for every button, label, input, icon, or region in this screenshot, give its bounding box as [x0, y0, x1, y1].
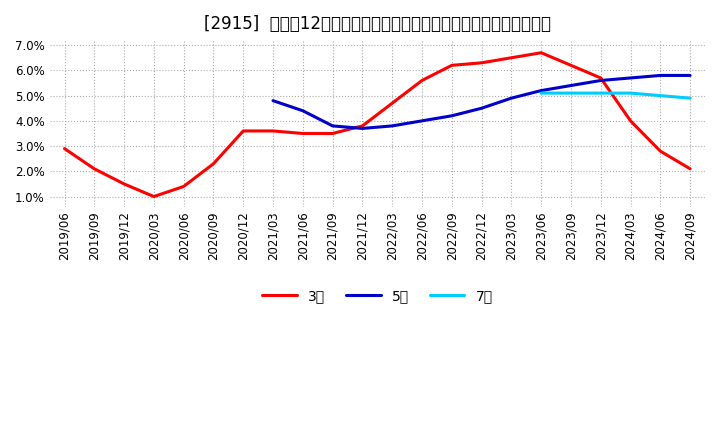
3年 — [418, 78, 426, 83]
5年 — [596, 78, 605, 83]
Line: 7年: 7年 — [541, 93, 690, 98]
Line: 3年: 3年 — [65, 53, 690, 197]
7年 — [567, 91, 575, 96]
5年 — [685, 73, 694, 78]
3年 — [656, 148, 665, 154]
5年 — [358, 126, 366, 131]
3年 — [209, 161, 217, 166]
5年 — [328, 123, 337, 128]
Legend: 3年, 5年, 7年: 3年, 5年, 7年 — [256, 283, 498, 308]
7年 — [626, 91, 635, 96]
3年 — [120, 181, 128, 187]
5年 — [567, 83, 575, 88]
3年 — [299, 131, 307, 136]
3年 — [150, 194, 158, 199]
7年 — [656, 93, 665, 98]
3年 — [388, 101, 397, 106]
3年 — [685, 166, 694, 172]
7年 — [537, 91, 546, 96]
5年 — [388, 123, 397, 128]
3年 — [537, 50, 546, 55]
5年 — [626, 75, 635, 81]
3年 — [269, 128, 277, 134]
Title: [2915]  売上高12か月移動合計の対前年同期増減率の標準偏差の推移: [2915] 売上高12か月移動合計の対前年同期増減率の標準偏差の推移 — [204, 15, 551, 33]
5年 — [299, 108, 307, 114]
3年 — [60, 146, 69, 151]
5年 — [418, 118, 426, 124]
5年 — [656, 73, 665, 78]
3年 — [358, 123, 366, 128]
5年 — [269, 98, 277, 103]
3年 — [90, 166, 99, 172]
3年 — [567, 63, 575, 68]
3年 — [239, 128, 248, 134]
3年 — [477, 60, 486, 66]
3年 — [626, 118, 635, 124]
7年 — [596, 91, 605, 96]
3年 — [447, 63, 456, 68]
5年 — [507, 95, 516, 101]
3年 — [596, 75, 605, 81]
Line: 5年: 5年 — [273, 75, 690, 128]
5年 — [477, 106, 486, 111]
5年 — [447, 113, 456, 118]
3年 — [507, 55, 516, 60]
5年 — [537, 88, 546, 93]
3年 — [179, 184, 188, 189]
7年 — [685, 95, 694, 101]
3年 — [328, 131, 337, 136]
